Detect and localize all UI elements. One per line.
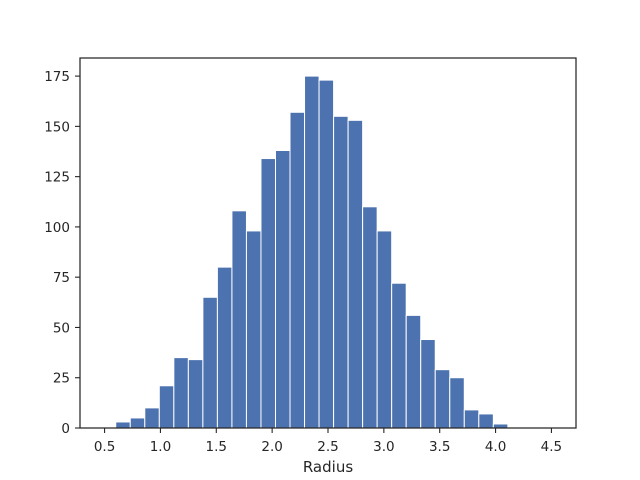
histogram-bar: [391, 282, 407, 429]
histogram-bar: [304, 75, 320, 429]
x-tick-label: 1.0: [150, 439, 171, 455]
histogram-bar: [173, 357, 189, 429]
histogram-bar: [202, 296, 218, 429]
y-tick-label: 100: [44, 220, 70, 236]
histogram-bar: [347, 119, 364, 429]
x-tick-label: 4.5: [541, 439, 562, 455]
histogram-bar: [376, 230, 393, 429]
histogram-bar: [216, 266, 233, 429]
histogram-bar: [434, 369, 451, 429]
histogram-bar: [187, 359, 204, 429]
histogram-bar: [129, 417, 146, 429]
histogram-bar: [420, 339, 436, 429]
y-tick-label: 175: [44, 69, 70, 85]
x-tick-label: 1.5: [206, 439, 227, 455]
histogram-bar: [449, 377, 465, 429]
y-tick-label: 0: [61, 421, 70, 437]
y-axis: 0 25 50 75 100 125 150 175: [44, 69, 80, 437]
y-tick-label: 75: [53, 270, 70, 286]
histogram-bar: [405, 314, 422, 429]
histogram-bar: [463, 409, 480, 429]
y-tick-label: 125: [44, 170, 70, 186]
x-tick-label: 4.0: [485, 439, 506, 455]
y-tick-label: 150: [44, 119, 70, 135]
x-tick-label: 3.5: [429, 439, 450, 455]
histogram-bar: [158, 385, 175, 429]
x-axis: 0.5 1.0 1.5 2.0 2.5 3.0 3.5 4.0 4.5: [94, 428, 562, 455]
histogram-bar: [289, 111, 306, 429]
histogram-bar: [478, 413, 494, 429]
x-tick-label: 3.0: [373, 439, 394, 455]
x-tick-label: 2.5: [317, 439, 338, 455]
histogram-bar: [318, 79, 335, 429]
histogram-bar: [260, 158, 276, 429]
histogram-bar: [333, 115, 349, 429]
histogram-bar: [362, 206, 378, 429]
x-tick-label: 0.5: [94, 439, 115, 455]
x-tick-label: 2.0: [261, 439, 282, 455]
x-axis-label: Radius: [303, 458, 353, 476]
histogram-bar: [144, 407, 160, 429]
y-tick-label: 25: [53, 371, 70, 387]
histogram-bar: [274, 150, 291, 429]
histogram-bars: [115, 75, 509, 429]
histogram-bar: [245, 230, 262, 429]
y-tick-label: 50: [53, 320, 70, 336]
histogram-bar: [231, 210, 247, 429]
histogram-bar: [115, 421, 131, 429]
